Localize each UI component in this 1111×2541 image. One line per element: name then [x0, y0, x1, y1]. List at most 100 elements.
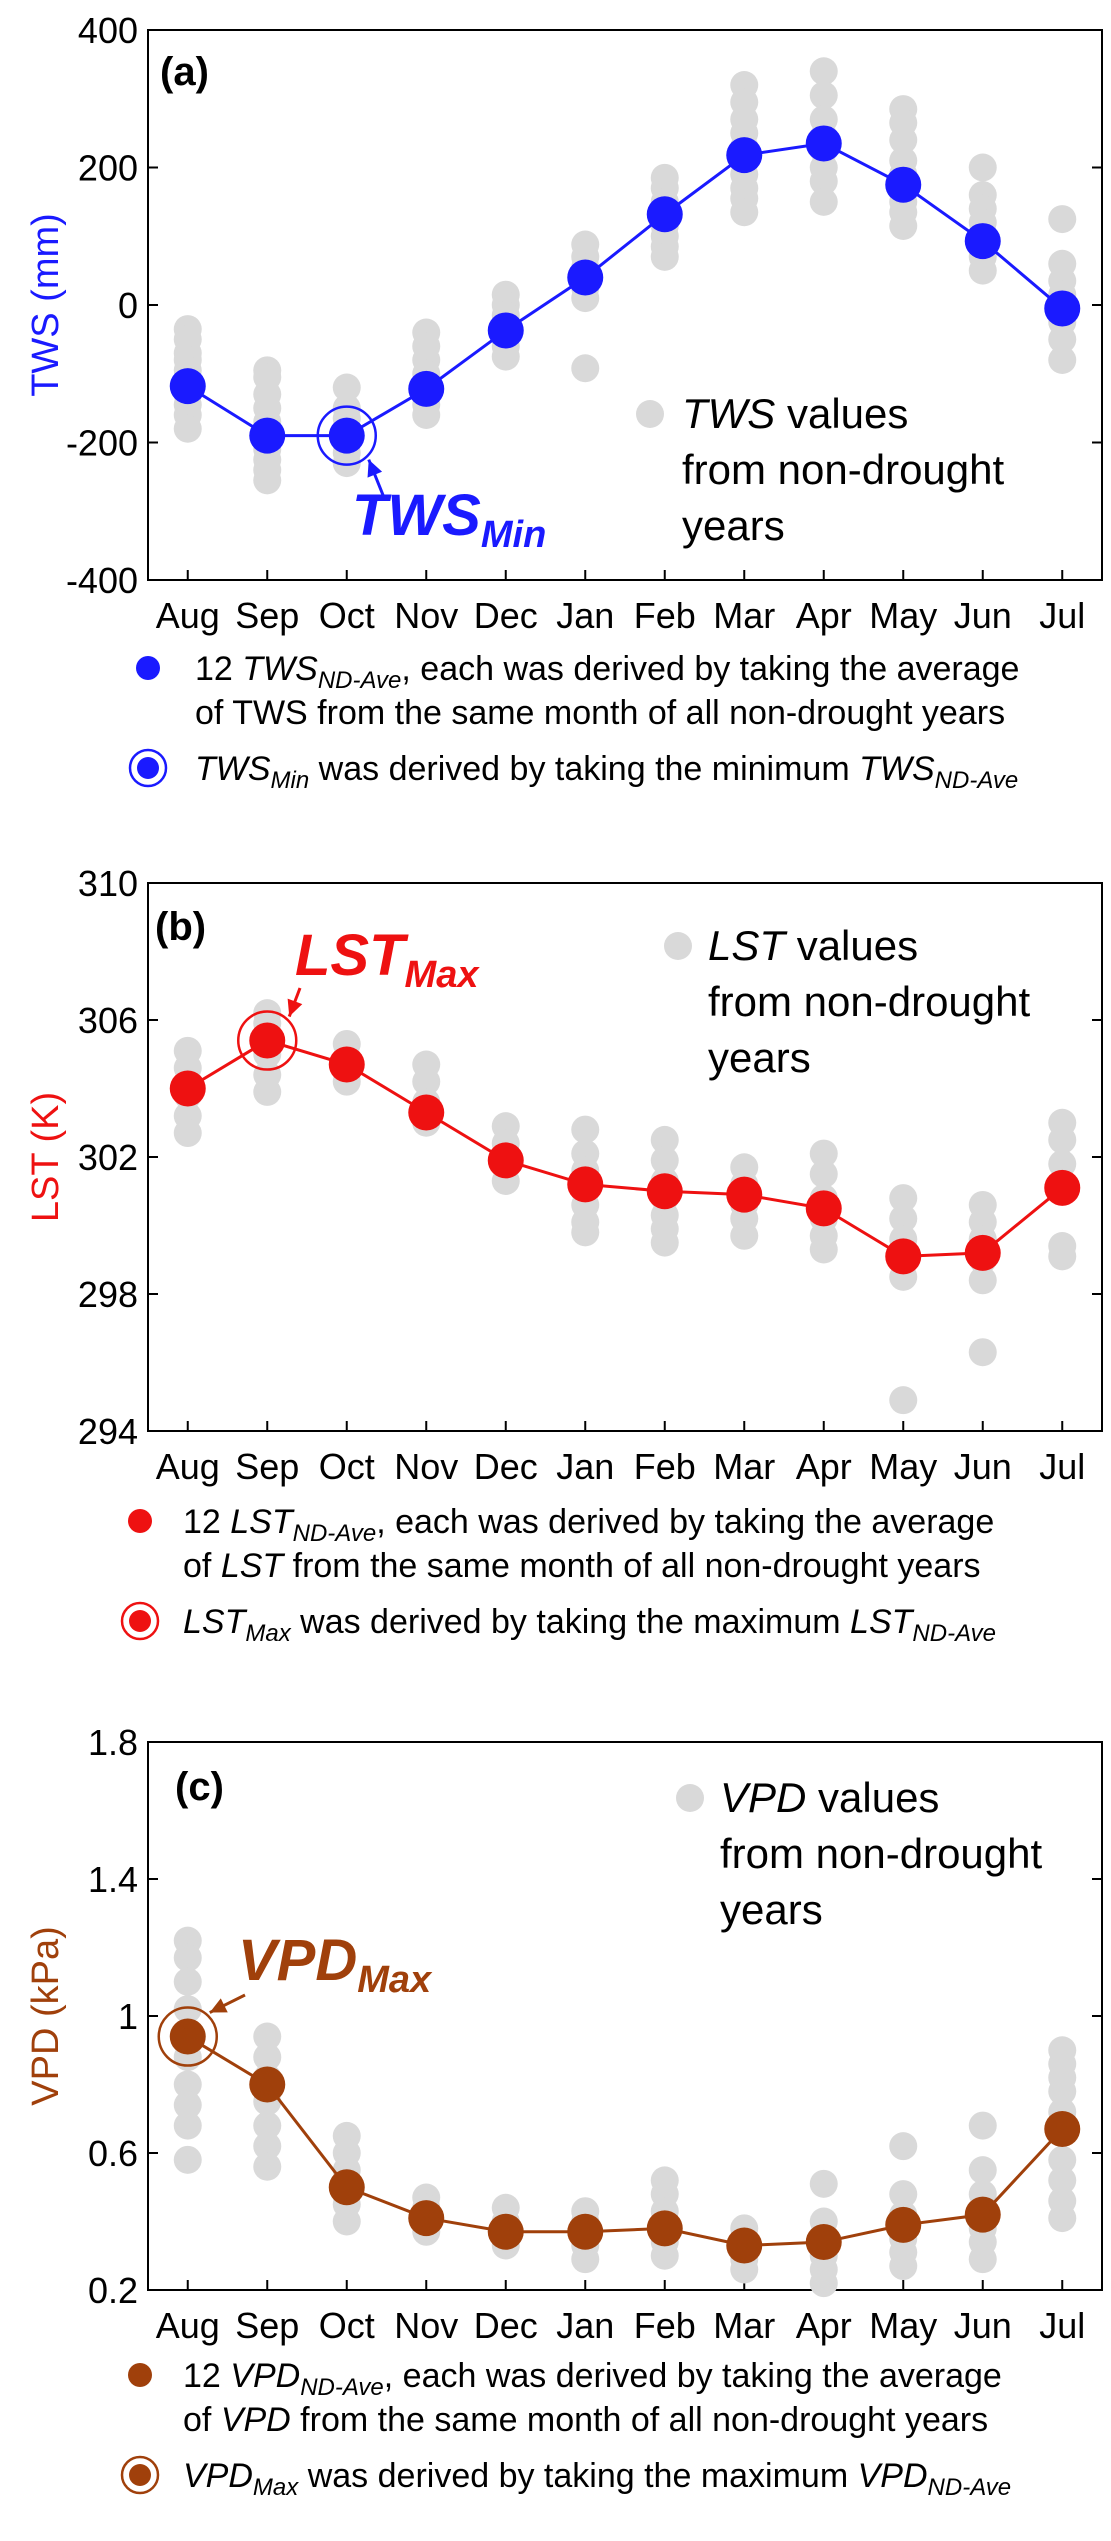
nondrought-point — [173, 414, 202, 443]
average-point — [1044, 2111, 1081, 2148]
average-line — [186, 1038, 1064, 1258]
text-span: values — [775, 390, 908, 437]
x-tick-label: Jun — [954, 2305, 1012, 2346]
x-tick-label: Jun — [954, 1446, 1012, 1487]
nondrought-point — [889, 1204, 918, 1233]
average-point — [408, 2200, 445, 2237]
nondrought-point — [889, 1184, 918, 1213]
panel-label: (c) — [175, 1765, 224, 1809]
x-tick-label: Aug — [156, 2305, 220, 2346]
x-tick-label: Sep — [235, 595, 299, 636]
average-point — [249, 1022, 286, 1059]
nondrought-point — [968, 2156, 997, 2185]
nondrought-point — [332, 2207, 361, 2236]
average-point — [567, 1166, 604, 1203]
nondrought-point — [332, 449, 361, 478]
text-span: VPD — [221, 2401, 291, 2439]
x-tick-label: Feb — [634, 595, 696, 636]
text-span: LST — [230, 1503, 295, 1541]
y-tick-label: 400 — [78, 10, 138, 51]
x-tick-label: Feb — [634, 2305, 696, 2346]
average-point — [726, 2227, 763, 2264]
nondrought-point — [730, 1221, 759, 1250]
text-span: VPD — [858, 2457, 928, 2495]
average-line — [186, 2035, 1064, 2247]
text-span: LST — [708, 922, 788, 969]
inset-text: years — [720, 1886, 823, 1933]
nondrought-point — [1048, 2204, 1077, 2233]
y-tick-label: 294 — [78, 1411, 138, 1452]
nondrought-point — [253, 466, 282, 495]
nondrought-point — [253, 2043, 282, 2072]
nondrought-point — [173, 2111, 202, 2140]
nondrought-point — [253, 2111, 282, 2140]
text-span: from the same month of all non-drought y… — [291, 2401, 988, 2439]
text-span: VPD — [238, 1928, 357, 1993]
text-span: TWS — [682, 390, 775, 437]
annotation-arrowhead — [367, 459, 383, 478]
text-span: , each was derived by taking the average — [384, 2357, 1002, 2395]
average-point — [169, 2018, 206, 2055]
x-tick-label: Mar — [713, 1446, 775, 1487]
nondrought-point — [571, 354, 600, 383]
y-tick-label: 302 — [78, 1137, 138, 1178]
inset-text: years — [708, 1034, 811, 1081]
legend-text: of LST from the same month of all non-dr… — [183, 1547, 981, 1585]
average-point — [805, 125, 842, 162]
nondrought-point — [809, 2169, 838, 2198]
nondrought-point — [968, 256, 997, 285]
nondrought-point — [571, 1115, 600, 1144]
nondrought-point — [1048, 205, 1077, 234]
nondrought-point — [809, 167, 838, 196]
nondrought-point — [968, 2245, 997, 2274]
x-tick-label: Dec — [474, 595, 538, 636]
average-point — [646, 1173, 683, 1210]
average-point — [1044, 290, 1081, 327]
text-span: ND-Ave — [293, 1520, 377, 1547]
inset-gray-marker — [636, 400, 664, 428]
average-point — [885, 1238, 922, 1275]
x-tick-label: Oct — [319, 1446, 375, 1487]
nondrought-point — [730, 198, 759, 227]
nondrought-point — [173, 2145, 202, 2174]
average-point — [249, 417, 286, 454]
y-tick-label: 0.6 — [88, 2133, 138, 2174]
nondrought-point — [253, 1077, 282, 1106]
y-tick-label: 0.2 — [88, 2270, 138, 2311]
x-tick-label: Nov — [394, 595, 458, 636]
x-tick-label: Sep — [235, 1446, 299, 1487]
legend-ring — [120, 2455, 160, 2495]
y-tick-label: 298 — [78, 1274, 138, 1315]
text-span: 12 — [183, 1503, 230, 1541]
average-point — [964, 223, 1001, 260]
legend-dot — [129, 2464, 151, 2486]
x-tick-label: Jun — [954, 595, 1012, 636]
text-span: Min — [271, 767, 310, 794]
legend-dot — [137, 757, 159, 779]
x-tick-label: Mar — [713, 595, 775, 636]
x-tick-label: Jul — [1039, 1446, 1085, 1487]
text-span: was derived by taking the maximum — [298, 2457, 857, 2495]
average-point — [408, 1094, 445, 1131]
average-point — [964, 1234, 1001, 1271]
text-span: VPD — [230, 2357, 300, 2395]
x-tick-label: Jan — [556, 2305, 614, 2346]
plot-frame — [147, 1741, 1103, 2291]
legend-dot — [128, 2363, 152, 2387]
x-tick-label: Jul — [1039, 595, 1085, 636]
y-tick-label: 306 — [78, 1000, 138, 1041]
average-point — [567, 259, 604, 296]
panel-label: (a) — [160, 50, 209, 94]
nondrought-point — [968, 153, 997, 182]
average-point — [169, 1070, 206, 1107]
average-point — [169, 368, 206, 405]
x-tick-label: Apr — [796, 595, 852, 636]
average-point — [328, 1046, 365, 1083]
x-tick-label: Sep — [235, 2305, 299, 2346]
nondrought-point — [173, 1995, 202, 2024]
inset-text: from non-drought — [708, 978, 1031, 1025]
legend-dot — [128, 1509, 152, 1533]
nondrought-point — [173, 2070, 202, 2099]
legend-dot — [129, 1610, 151, 1632]
nondrought-point — [809, 187, 838, 216]
